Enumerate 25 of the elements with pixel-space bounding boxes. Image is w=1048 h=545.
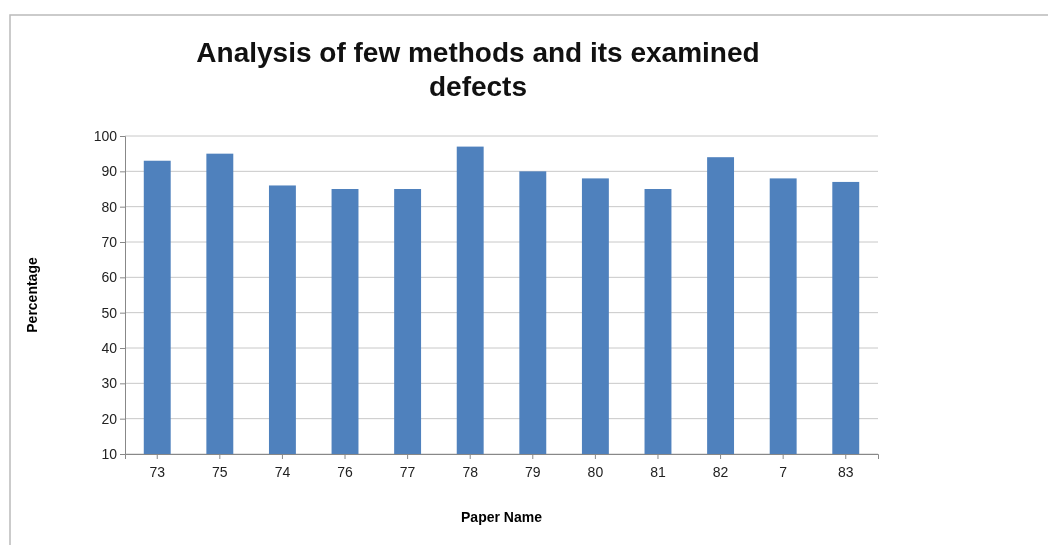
chart-title: Analysis of few methods and its examined defects — [196, 37, 760, 102]
x-tick-label: 7 — [779, 464, 788, 481]
y-tick-label: 70 — [101, 233, 118, 250]
x-tick-label: 77 — [399, 464, 416, 481]
y-axis-title: Percentage — [24, 257, 40, 333]
x-tick-label: 81 — [650, 464, 666, 481]
x-tick-label: 76 — [337, 464, 354, 481]
x-tick-label: 78 — [462, 464, 479, 481]
y-tick-label: 30 — [101, 375, 118, 392]
x-axis-title: Paper Name — [461, 509, 543, 525]
x-tick-label: 82 — [712, 464, 729, 481]
x-tick-label: 75 — [212, 464, 228, 481]
y-tick-label: 100 — [93, 127, 118, 144]
y-tick-label: 60 — [101, 269, 118, 286]
y-tick-label: 40 — [101, 339, 118, 356]
x-tick-label: 79 — [525, 464, 541, 481]
y-tick-label: 50 — [101, 304, 118, 321]
y-tick-label: 10 — [101, 445, 118, 462]
x-tick-label: 73 — [149, 464, 166, 481]
x-tick-label: 74 — [274, 464, 291, 481]
y-tick-label: 20 — [101, 410, 118, 427]
y-tick-label: 90 — [101, 163, 118, 180]
y-tick-label: 80 — [101, 198, 118, 215]
x-tick-label: 80 — [587, 464, 604, 481]
x-tick-label: 83 — [837, 464, 854, 481]
